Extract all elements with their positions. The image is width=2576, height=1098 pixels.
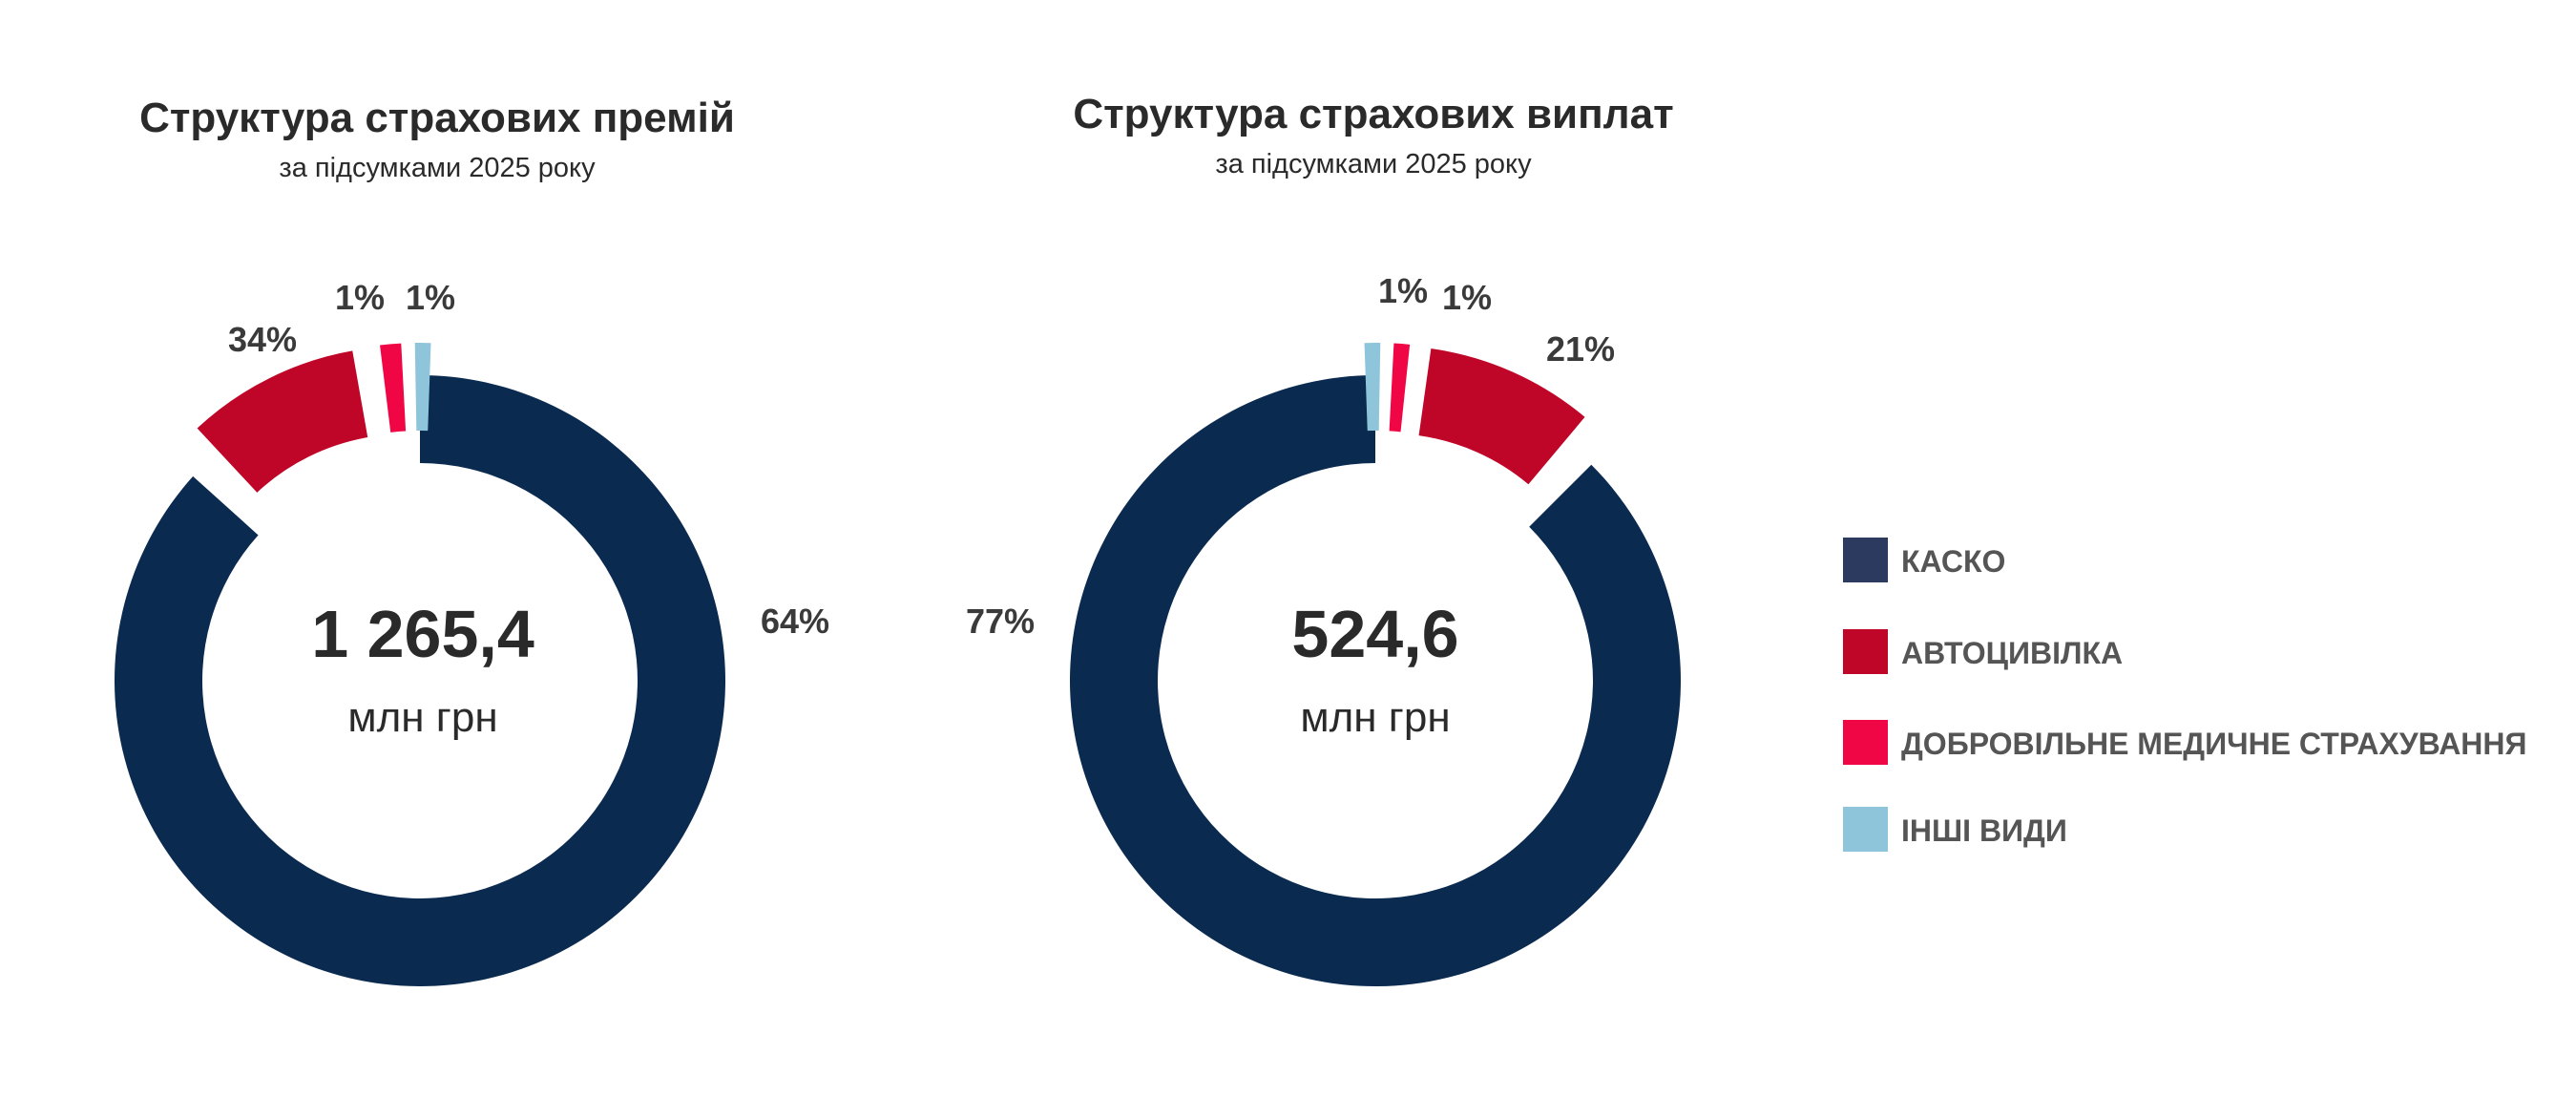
donut-payouts: [1069, 343, 1681, 986]
legend-label-avtotsyvilka: АВТОЦИВІЛКА: [1901, 636, 2123, 670]
slice-medical: [1389, 343, 1411, 433]
legend-swatch-other: [1843, 807, 1888, 852]
total-value: 1 265,4: [311, 597, 534, 671]
data-label-avtotsyvilka: 21%: [1546, 329, 1615, 369]
chart-title: Структура страхових премій: [139, 95, 735, 141]
legend-swatch-kasko: [1843, 538, 1888, 582]
slice-other: [1364, 343, 1381, 432]
data-label-other: 1%: [406, 278, 455, 317]
data-label-other: 1%: [1378, 271, 1428, 310]
chart-payouts: Структура страхових виплат за підсумками…: [966, 91, 1681, 986]
chart-premiums: Структура страхових премій за підсумками…: [114, 95, 829, 986]
slice-kasko: [114, 375, 726, 986]
legend-label-kasko: КАСКО: [1901, 544, 2005, 579]
legend-label-medical: ДОБРОВІЛЬНЕ МЕДИЧНЕ СТРАХУВАННЯ: [1901, 727, 2527, 761]
data-label-avtotsyvilka: 34%: [228, 320, 297, 359]
total-unit: млн грн: [1300, 694, 1450, 741]
chart-title: Структура страхових виплат: [1073, 91, 1673, 137]
data-label-kasko: 64%: [761, 602, 829, 641]
slice-medical: [380, 343, 407, 433]
data-label-medical: 1%: [1442, 278, 1492, 317]
legend: КАСКО АВТОЦИВІЛКА ДОБРОВІЛЬНЕ МЕДИЧНЕ СТ…: [1843, 538, 2527, 852]
legend-label-other: ІНШІ ВИДИ: [1901, 813, 2067, 848]
total-value: 524,6: [1291, 597, 1458, 671]
data-label-kasko: 77%: [966, 602, 1035, 641]
legend-swatch-avtotsyvilka: [1843, 629, 1888, 674]
legend-swatch-medical: [1843, 720, 1888, 765]
donut-premiums: [114, 343, 726, 986]
total-unit: млн грн: [347, 694, 497, 741]
data-label-medical: 1%: [335, 278, 385, 317]
slice-kasko: [1069, 374, 1681, 986]
slice-avtotsyvilka: [197, 350, 368, 493]
chart-subtitle: за підсумками 2025 року: [1215, 149, 1532, 179]
chart-subtitle: за підсумками 2025 року: [279, 153, 596, 183]
slice-other: [414, 343, 431, 432]
slice-avtotsyvilka: [1418, 348, 1585, 485]
